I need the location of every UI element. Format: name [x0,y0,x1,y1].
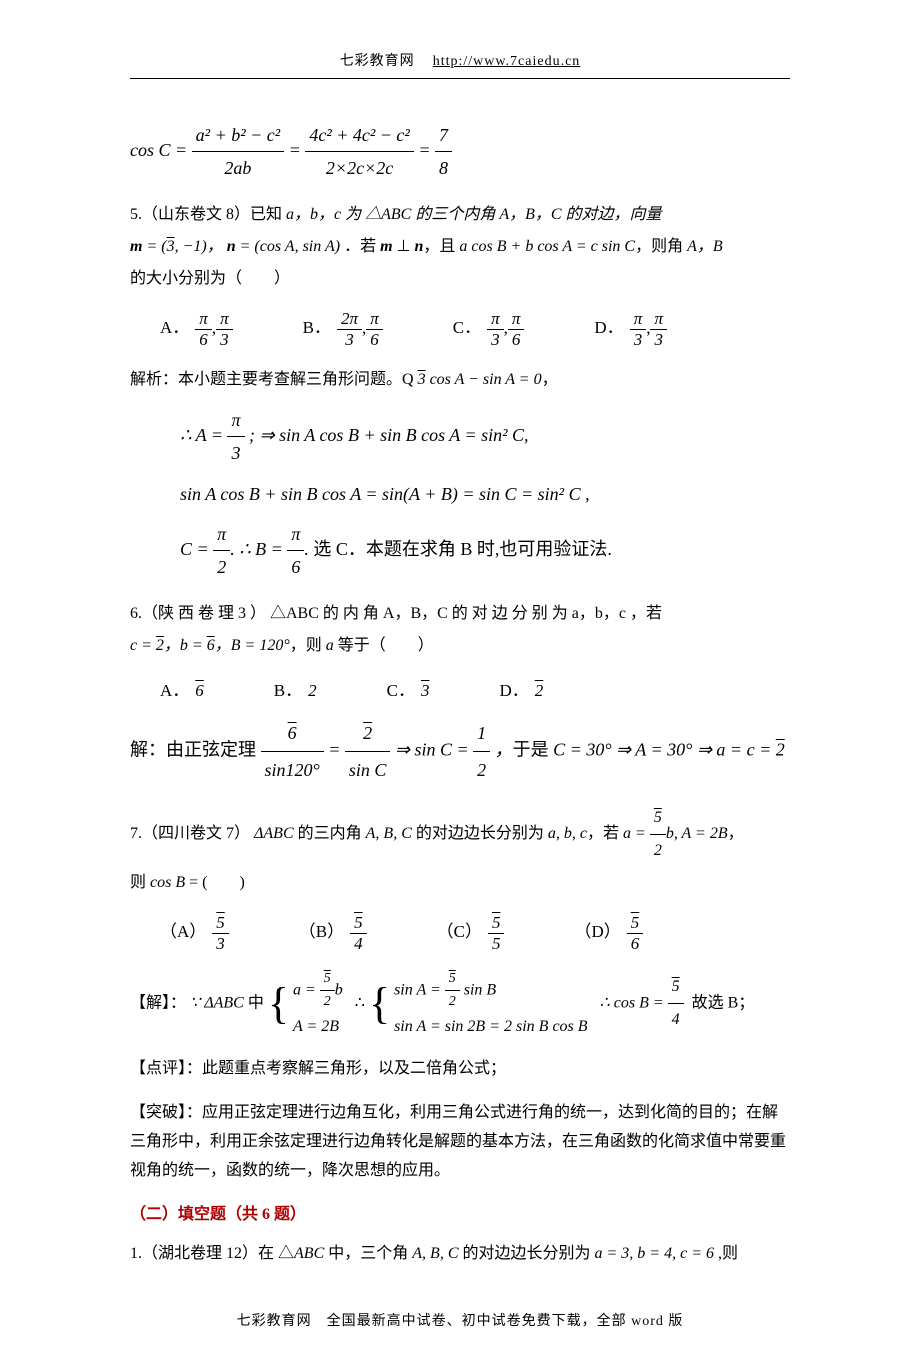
q7-solution: 【解】： ∵ ΔABC 中 { a = 52b A = 2B ∴ { sin A… [130,968,790,1039]
fill-q1: 1.（湖北卷理 12）在 △ABC 中，三个角 A, B, C 的对边边长分别为… [130,1238,790,1270]
q6-opt-C: C．3 [387,676,430,701]
vector-m: m [130,238,142,255]
q5-vec-n: = (cos A, sin A) [240,238,340,255]
q5-sol-l3: C = π2. ∴ B = π6. 选 C．本题在求角 B 时,也可用验证法. [180,518,790,584]
q5-vec-m: = (3, −1)， [146,238,222,255]
q6-opt-D: D．2 [499,676,543,701]
page-root: 七彩教育网 http://www.7caiedu.cn cos C = a² +… [0,0,920,1370]
q7-breakthrough: 【突破】：应用正弦定理进行边角互化，利用三角公式进行角的统一，达到化简的目的；在… [130,1099,790,1185]
q5-opt-A: A．π6,π3 [160,309,233,350]
q7-review: 【点评】：此题重点考察解三角形，以及二倍角公式； [130,1053,790,1085]
q6-opt-B: B．2 [274,676,317,701]
q5-sol-l2: sin A cos B + sin B cos A = sin(A + B) =… [180,478,790,510]
q7-tail: 则 cos B = ( ) [130,874,245,891]
q5-opt-D: D．π3,π3 [594,309,667,350]
site-name: 七彩教育网 [340,54,415,69]
q7: 7.（四川卷文 7） ΔABC 的三内角 A, B, C 的对边边长分别为 a,… [130,802,790,899]
q5-cond: ．若 m ⊥ n，且 a cos B + b cos A = c sin C，则… [344,238,723,255]
q7-opt-D: （D）56 [574,913,643,954]
site-url-link[interactable]: http://www.7caiedu.cn [433,54,581,69]
q6-options: A．6 B．2 C．3 D．2 [160,676,790,701]
q6-cond: c = 2，b = 6，B = 120° [130,637,290,654]
q5-body1: a，b，c 为 △ABC 的三个内角 A，B，C 的对边，向量 [286,206,662,223]
q5-sol-l1: ∴ A = π3 ; ⇒ sin A cos B + sin B cos A =… [180,404,790,470]
page-footer: 七彩教育网 全国最新高中试卷、初中试卷免费下载，全部 word 版 [130,1310,790,1330]
q7-opt-C: （C）55 [437,913,505,954]
fill-q1-text: 1.（湖北卷理 12）在 △ABC 中，三个角 A, B, C 的对边边长分别为… [130,1245,738,1262]
q7-prefix: 7.（四川卷文 7） ΔABC 的三内角 A, B, C 的对边边长分别为 a,… [130,825,744,842]
header-rule [130,78,790,79]
q6-opt-A: A．6 [160,676,204,701]
q7-opt-B: （B）54 [299,913,367,954]
section-2-title: （二）填空题（共 6 题） [130,1200,790,1224]
q7-options: （A）53 （B）54 （C）55 （D）56 [160,913,790,954]
q5-solution: 解析：本小题主要考查解三角形问题。Q 3 cos A − sin A = 0， … [130,364,790,584]
q7-sol-label: 【解】： [130,994,186,1011]
q5-tail: 的大小分别为（ ） [130,270,290,287]
q5-opt-B: B．2π3,π6 [303,309,383,350]
vector-n: n [227,238,236,255]
q5-opt-C: C．π3,π6 [453,309,525,350]
page-header: 七彩教育网 http://www.7caiedu.cn [130,50,790,70]
q5-options: A．π6,π3 B．2π3,π6 C．π3,π6 D．π3,π3 [160,309,790,350]
q7-opt-A: （A）53 [160,913,229,954]
q5-sol-head: 解析：本小题主要考查解三角形问题。Q 3 cos A − sin A = 0， [130,371,558,388]
q6-solution: 解：由正弦定理 6sin120° = 2sin C ⇒ sin C = 12 ，… [130,715,790,788]
q6-prefix: 6.（陕 西 卷 理 3 ） △ABC 的 内 角 A，B，C 的 对 边 分 … [130,605,662,622]
q6: 6.（陕 西 卷 理 3 ） △ABC 的 内 角 A，B，C 的 对 边 分 … [130,598,790,662]
q5-prefix: 5.（山东卷文 8）已知 [130,206,286,223]
q5: 5.（山东卷文 8）已知 a，b，c 为 △ABC 的三个内角 A，B，C 的对… [130,199,790,295]
formula-cosC: cos C = a² + b² − c²2ab = 4c² + 4c² − c²… [130,119,790,185]
